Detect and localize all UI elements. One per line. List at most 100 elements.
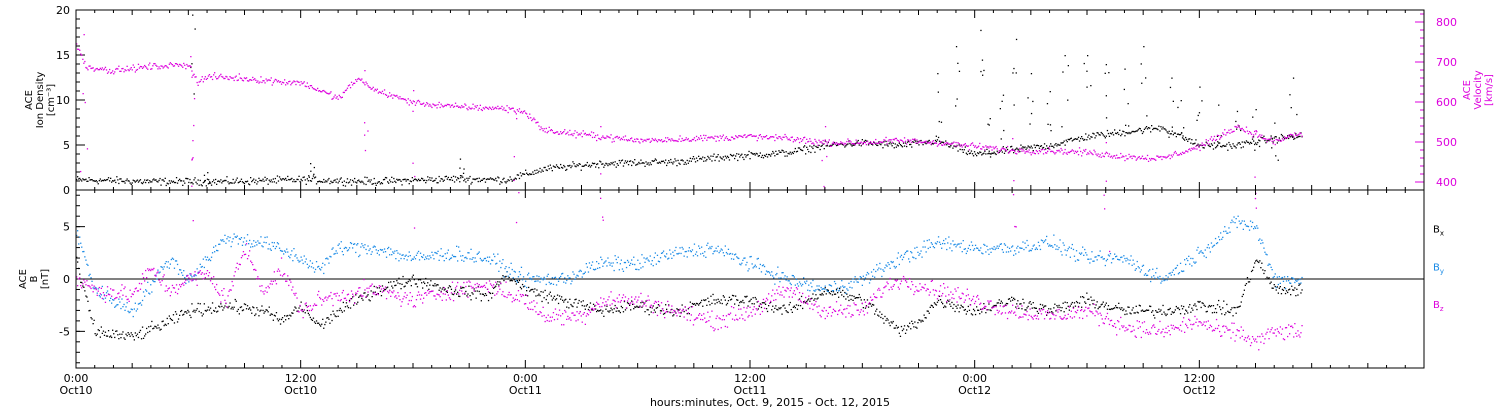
velocity-series-point — [217, 77, 219, 80]
density-series-point — [1215, 146, 1218, 148]
by-series-point — [1210, 242, 1213, 244]
velocity-series-point — [927, 142, 929, 144]
density-series-point — [424, 179, 426, 181]
by-series-point — [830, 285, 833, 287]
by-series-point — [315, 261, 318, 263]
velocity-series-point — [113, 73, 115, 75]
bx-series-point — [1254, 262, 1256, 264]
density-series-point — [340, 177, 342, 179]
velocity-series-point — [857, 142, 859, 144]
bx-series-point — [680, 311, 682, 314]
density-series-point — [712, 155, 714, 157]
density-series-point — [974, 153, 977, 155]
density-series-point — [262, 178, 264, 180]
density-series-point — [823, 148, 825, 150]
velocity-series-point — [1166, 156, 1168, 158]
density-series-point — [276, 175, 279, 177]
by-series-point — [998, 245, 1000, 247]
by-series-point — [865, 274, 868, 276]
bx-series-point — [463, 287, 465, 289]
by-series-point — [650, 263, 652, 265]
density-series-point — [413, 178, 415, 181]
velocity-series-point — [369, 86, 371, 89]
density-series-point — [735, 155, 737, 157]
by-series-point — [1157, 276, 1159, 278]
bx-series-point — [430, 280, 432, 282]
by-series-point — [250, 246, 252, 248]
bx-series-point — [1270, 281, 1272, 283]
bx-series-point — [264, 310, 266, 313]
velocity-series-point — [1106, 152, 1109, 154]
by-series-point — [928, 239, 930, 241]
velocity-series-point — [1165, 157, 1167, 159]
velocity-series-point — [875, 138, 877, 141]
velocity-series-point — [1019, 147, 1021, 150]
bx-series-point — [234, 298, 236, 301]
velocity-series-point — [925, 140, 927, 142]
by-series-point — [605, 260, 607, 262]
density-series-point — [707, 155, 709, 158]
bx-series-point — [1115, 305, 1117, 307]
by-series-point — [140, 304, 143, 306]
by-series-point — [254, 245, 256, 247]
density-series-point — [499, 183, 501, 185]
by-series-point — [543, 276, 545, 279]
density-series-point — [214, 182, 216, 184]
velocity-series-point — [879, 141, 881, 143]
density-series-point — [675, 160, 677, 162]
by-series-point — [705, 256, 707, 258]
density-series-point — [744, 154, 746, 156]
density-series-point — [821, 144, 823, 147]
density-series-point — [761, 154, 764, 157]
velocity-series-point — [855, 139, 857, 141]
density-series-point — [728, 159, 731, 161]
velocity-series-point — [899, 139, 902, 141]
density-series-point — [884, 144, 886, 146]
bx-series-point — [382, 290, 385, 292]
velocity-series-point — [214, 72, 216, 74]
bx-series-point — [627, 302, 630, 305]
by-series-point — [450, 257, 453, 259]
density-series-point — [111, 181, 113, 183]
by-series-point — [1017, 245, 1019, 247]
by-series-point — [854, 276, 856, 278]
density-series-point — [507, 179, 509, 181]
velocity-series-point — [818, 139, 820, 141]
velocity-series-point — [225, 75, 227, 78]
bx-series-point — [411, 276, 413, 278]
by-series-point — [622, 270, 625, 272]
bx-series-point — [827, 289, 829, 291]
density-series-point — [666, 164, 668, 167]
density-series-point — [1046, 103, 1049, 105]
by-series-point — [696, 255, 699, 257]
bx-series-point — [967, 305, 969, 308]
density-series-point — [78, 178, 80, 180]
velocity-series-point — [394, 95, 396, 97]
density-series-point — [750, 152, 752, 154]
velocity-series-point — [849, 140, 851, 142]
density-series-point — [1183, 127, 1185, 129]
by-series-point — [664, 255, 666, 257]
bx-series-point — [536, 289, 538, 291]
bx-series-point — [146, 327, 148, 330]
velocity-series-point — [169, 62, 171, 64]
by-series-point — [373, 245, 375, 247]
by-series-point — [468, 252, 470, 254]
by-series-point — [1140, 269, 1142, 271]
velocity-series-point — [307, 85, 309, 88]
bx-series-point — [1288, 289, 1290, 291]
bx-series-point — [318, 322, 320, 324]
density-series-point — [126, 178, 128, 180]
density-series-point — [400, 180, 402, 182]
bx-series-point — [182, 314, 184, 316]
bx-series-point — [513, 279, 515, 281]
velocity-series-point — [98, 69, 100, 71]
density-series-point — [616, 163, 618, 165]
bx-series-point — [1048, 308, 1050, 310]
by-series-point — [669, 249, 671, 251]
velocity-series-point — [1301, 135, 1303, 137]
by-series-point — [1053, 234, 1055, 236]
velocity-series-point — [860, 141, 862, 143]
density-series-point — [98, 180, 100, 182]
by-series-point — [931, 243, 933, 245]
